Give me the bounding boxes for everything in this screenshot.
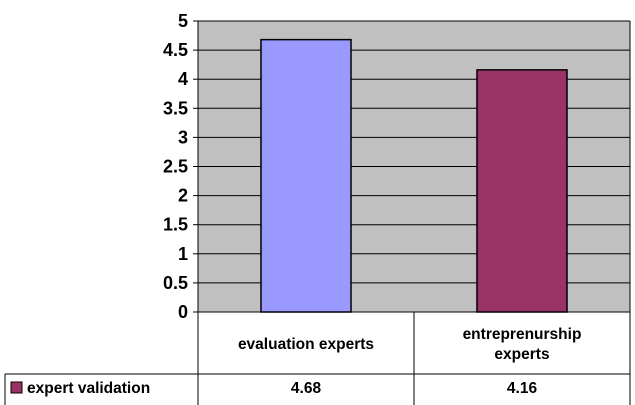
y-tick-label: 1 xyxy=(178,244,188,264)
y-tick-label: 5 xyxy=(178,11,188,31)
bars xyxy=(260,38,568,313)
y-tick-label: 0.5 xyxy=(163,273,188,293)
bar-1 xyxy=(260,38,352,313)
table-value: 4.68 xyxy=(291,380,322,397)
y-tick-label: 1.5 xyxy=(163,215,188,235)
category-label: experts xyxy=(494,346,549,363)
y-tick-label: 2.5 xyxy=(163,157,188,177)
table-values: 4.68 4.16 xyxy=(291,380,538,397)
legend-series-name: expert validation xyxy=(27,380,150,397)
y-tick-label: 3 xyxy=(178,127,188,147)
table-value: 4.16 xyxy=(507,380,538,397)
category-labels: evaluation experts entreprenurship experts xyxy=(238,326,581,363)
category-label: evaluation experts xyxy=(238,336,374,353)
legend-swatch xyxy=(10,381,23,394)
y-tick-label: 0 xyxy=(178,302,188,322)
y-tick-label: 3.5 xyxy=(163,98,188,118)
data-table: expert validation evaluation experts entr… xyxy=(4,312,631,405)
category-label: entreprenurship xyxy=(463,326,582,343)
y-tick-label: 2 xyxy=(178,186,188,206)
y-tick-label: 4 xyxy=(178,69,188,89)
bar-2 xyxy=(476,69,568,313)
y-axis-ticks: 0 0.5 1 1.5 2 2.5 3 3.5 4 4.5 5 xyxy=(163,11,198,322)
y-tick-label: 4.5 xyxy=(163,40,188,60)
